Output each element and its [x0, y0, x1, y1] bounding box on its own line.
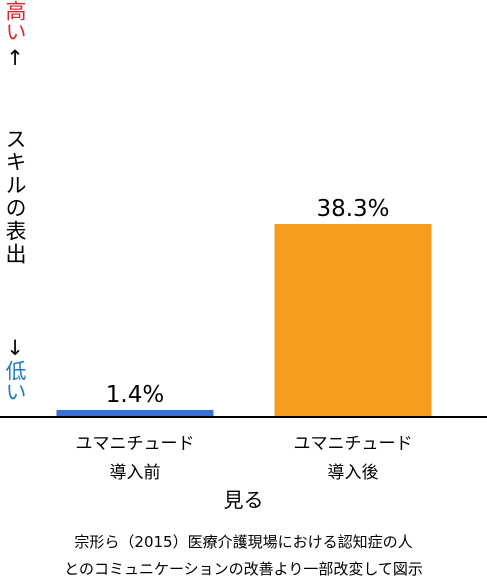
y-arrow-up: ↑ [3, 46, 27, 70]
y-label-low: 低い [3, 360, 27, 402]
x-label: 見る [223, 488, 264, 512]
value-label: 1.4% [106, 382, 164, 408]
source-note: 宗形ら（2015）医療介護現場における認知症の人 とのコミュニケーションの改善よ… [64, 533, 423, 578]
x-tick-label: ユマニチュード 導入前 [75, 434, 195, 483]
y-arrow-down: ↓ [3, 336, 27, 360]
bar [56, 409, 214, 417]
x-tick-label: ユマニチュード 導入後 [293, 434, 413, 483]
bar [274, 224, 432, 417]
y-label-high: 高い [3, 0, 27, 42]
y-label: スキルの表出 [3, 128, 27, 266]
value-label: 38.3% [316, 196, 389, 222]
